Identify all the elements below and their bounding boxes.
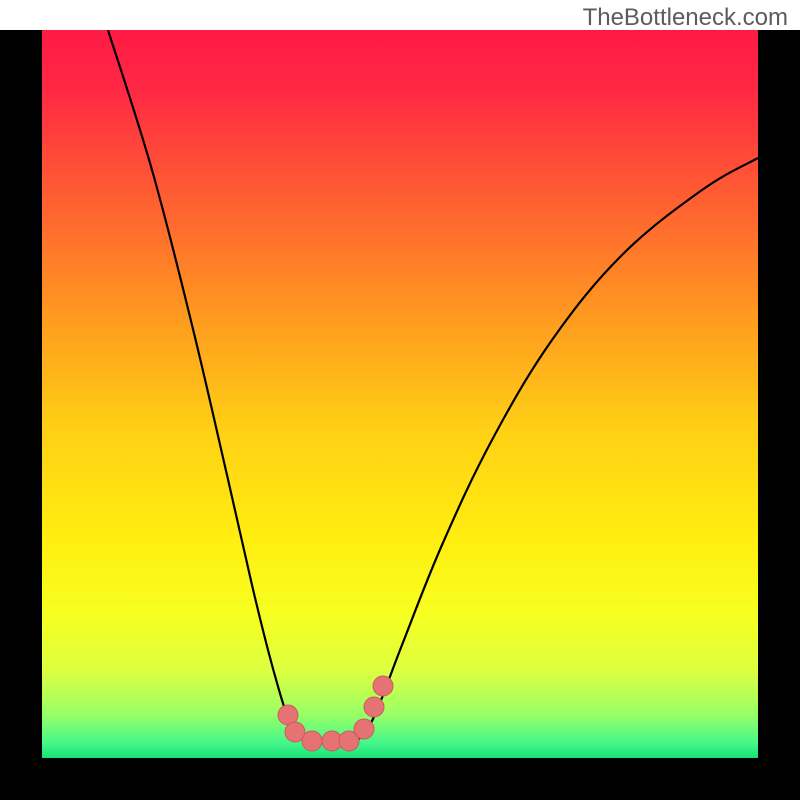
watermark-text: TheBottleneck.com [583, 4, 788, 32]
highlight-marker [373, 676, 393, 696]
highlight-marker [302, 731, 322, 751]
highlight-marker [354, 719, 374, 739]
bottleneck-chart [0, 0, 800, 800]
image-root: TheBottleneck.com [0, 0, 800, 800]
highlight-marker [364, 697, 384, 717]
